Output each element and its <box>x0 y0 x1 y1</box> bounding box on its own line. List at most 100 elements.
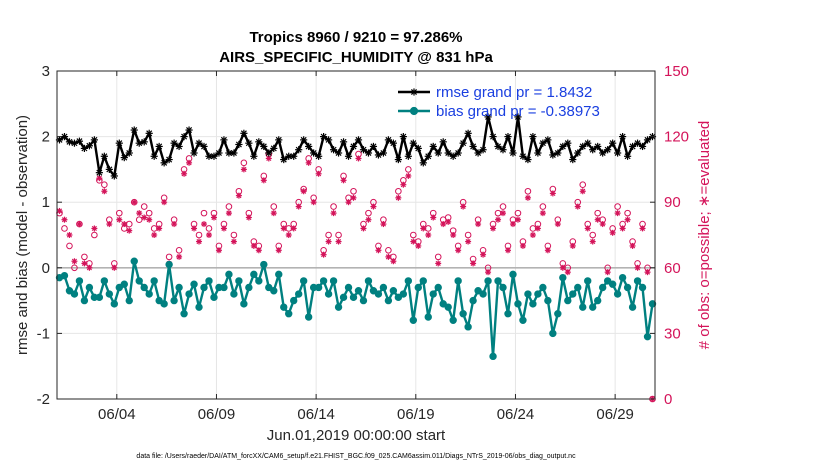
bias-point <box>294 290 303 298</box>
rmse-point <box>514 113 522 121</box>
obs-evaluated-marker <box>385 253 392 260</box>
bias-point <box>574 283 582 292</box>
obs-evaluated-marker <box>629 242 636 249</box>
rmse-point <box>115 139 123 147</box>
bias-point <box>608 280 617 288</box>
rmse-point <box>524 155 532 164</box>
rmse-point <box>170 139 178 147</box>
bias-point <box>499 283 507 292</box>
rmse-point <box>509 149 517 157</box>
rmse-point <box>250 152 258 160</box>
bias-point <box>160 300 168 308</box>
obs-possible-marker <box>66 242 73 250</box>
bias-point <box>439 300 447 308</box>
rmse-point <box>384 136 392 144</box>
rmse-point <box>394 155 402 164</box>
bias-point <box>603 277 612 285</box>
obs-possible-marker <box>405 166 412 173</box>
obs-evaluated-marker <box>360 225 367 232</box>
rmse-point <box>155 142 163 151</box>
obs-evaluated-marker <box>440 221 447 228</box>
rmse-point <box>519 152 527 160</box>
obs-markers <box>56 150 656 403</box>
rmse-point <box>105 165 113 173</box>
obs-evaluated-marker <box>495 216 502 223</box>
obs-evaluated-marker <box>270 210 277 217</box>
obs-evaluated-marker <box>255 247 262 254</box>
bias-point <box>593 296 602 305</box>
bias-point <box>135 277 143 285</box>
bias-point <box>175 283 183 292</box>
rmse-point <box>619 133 627 141</box>
rmse-point <box>539 139 547 147</box>
y-right-tick-label: 90 <box>664 194 681 211</box>
rmse-point <box>240 129 248 137</box>
chart-title-line2: AIRS_SPECIFIC_HUMIDITY @ 831 hPa <box>219 49 493 66</box>
rmse-point <box>175 142 183 151</box>
bias-point <box>449 316 457 324</box>
bias-point <box>618 273 627 282</box>
chart-title-line1: Tropics 8960 / 9210 = 97.286% <box>249 29 462 46</box>
obs-possible-marker <box>579 181 587 189</box>
obs-evaluated-marker <box>91 225 98 232</box>
obs-evaluated-marker <box>76 221 83 228</box>
rmse-point <box>494 142 502 151</box>
rmse-point <box>265 149 273 157</box>
bias-point <box>185 290 193 298</box>
obs-evaluated-marker <box>455 247 462 254</box>
obs-possible-marker <box>115 209 123 217</box>
obs-evaluated-marker <box>375 247 382 254</box>
y-right-tick-label: 60 <box>664 260 681 277</box>
y-tick-label: -2 <box>37 391 50 408</box>
rmse-point <box>195 139 203 147</box>
obs-evaluated-marker <box>121 221 128 228</box>
rmse-point <box>609 139 617 147</box>
bias-point <box>70 290 79 298</box>
obs-evaluated-marker <box>111 264 118 271</box>
rmse-point <box>369 142 378 151</box>
obs-evaluated-marker <box>509 221 516 228</box>
rmse-point <box>310 149 318 157</box>
obs-possible-marker <box>101 181 108 189</box>
obs-evaluated-marker <box>186 159 193 166</box>
obs-possible-marker <box>395 187 402 195</box>
rmse-point <box>569 155 577 164</box>
obs-evaluated-marker <box>290 225 297 232</box>
x-axis-label: Jun.01,2019 00:00:00 start <box>267 427 446 444</box>
obs-evaluated-marker <box>370 203 377 210</box>
obs-possible-marker <box>325 231 332 239</box>
obs-evaluated-marker <box>101 188 108 195</box>
obs-evaluated-marker <box>285 232 292 238</box>
obs-evaluated-marker <box>534 225 541 232</box>
rmse-point <box>454 149 462 157</box>
rmse-point <box>275 136 283 144</box>
bias-point <box>115 283 123 292</box>
rmse-point <box>190 149 198 157</box>
obs-evaluated-marker <box>345 199 352 206</box>
legend-rmse-marker <box>410 88 418 96</box>
rmse-point <box>469 142 477 151</box>
obs-evaluated-marker <box>420 225 427 232</box>
obs-possible-marker <box>365 209 372 217</box>
obs-evaluated-marker <box>624 216 631 223</box>
legend: rmse grand pr = 1.8432 bias grand pr = -… <box>398 84 600 120</box>
rmse-point <box>489 133 497 141</box>
rmse-point <box>589 146 597 154</box>
y-right-tick-label: 150 <box>664 63 689 80</box>
bias-point <box>484 277 492 285</box>
rmse-point <box>305 142 313 151</box>
bias-point <box>434 283 442 292</box>
obs-evaluated-marker <box>569 242 576 249</box>
obs-evaluated-marker <box>430 214 437 221</box>
bias-point <box>584 277 592 285</box>
bias-point <box>130 257 138 265</box>
bias-point <box>339 293 348 302</box>
obs-evaluated-marker <box>245 214 252 221</box>
obs-evaluated-marker <box>470 260 477 267</box>
obs-evaluated-marker <box>355 155 362 162</box>
footer-datafile: data file: /Users/raeder/DAI/ATM_forcXX/… <box>136 453 576 460</box>
y-tick-label: -1 <box>37 325 50 342</box>
obs-evaluated-marker <box>425 232 432 238</box>
obs-evaluated-marker <box>415 242 422 249</box>
